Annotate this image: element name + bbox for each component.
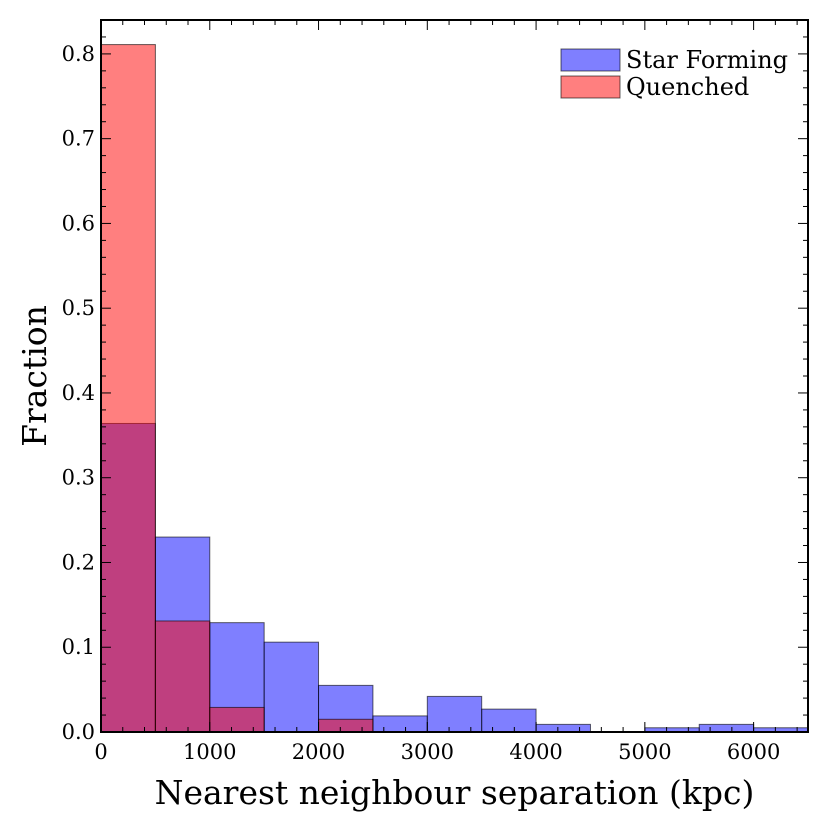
legend-swatch-quenched [560,75,621,99]
legend-label-quenched: Quenched [626,73,749,101]
y-tick-label: 0.1 [62,635,95,659]
bar-quenched-1 [154,620,211,733]
x-tick-labels: 0 1000 2000 3000 4000 5000 6000 [94,740,780,764]
x-axis-title: Nearest neighbour separation (kpc) [155,773,755,812]
x-tick-label: 1000 [183,740,236,764]
legend-swatch-star-forming [560,48,621,72]
x-tick-label: 6000 [727,740,780,764]
y-tick-label: 0.4 [62,381,95,405]
bar-quenched-2 [209,706,265,733]
x-tick-label: 2000 [292,740,345,764]
y-tick-label: 0.8 [62,42,95,66]
y-tick-label: 0.3 [62,466,95,490]
y-tick-label: 0.5 [62,296,95,320]
bar-star-forming-11 [698,723,755,733]
bar-star-forming-6 [426,695,483,733]
x-tick-label: 5000 [618,740,671,764]
bar-star-forming-3 [263,641,320,733]
bar-star-forming-5 [372,715,428,733]
y-tick-labels: 0.0 0.1 0.2 0.3 0.4 0.5 0.6 0.7 0.8 [62,42,95,744]
bar-quenched-4 [318,718,374,733]
plot-frame [100,19,809,733]
x-tick-label: 4000 [509,740,562,764]
x-tick-label: 0 [94,740,107,764]
bars-layer [100,44,809,733]
bar-quenched-0 [100,44,156,733]
y-axis-title: Fraction [15,305,54,447]
y-tick-label: 0.0 [62,720,95,744]
legend-label-star-forming: Star Forming [626,46,788,74]
bar-star-forming-7 [481,708,537,733]
bar-star-forming-8 [535,723,591,733]
y-tick-label: 0.6 [62,211,95,235]
y-tick-label: 0.2 [62,550,95,574]
x-tick-label: 3000 [401,740,454,764]
y-tick-label: 0.7 [62,127,95,151]
